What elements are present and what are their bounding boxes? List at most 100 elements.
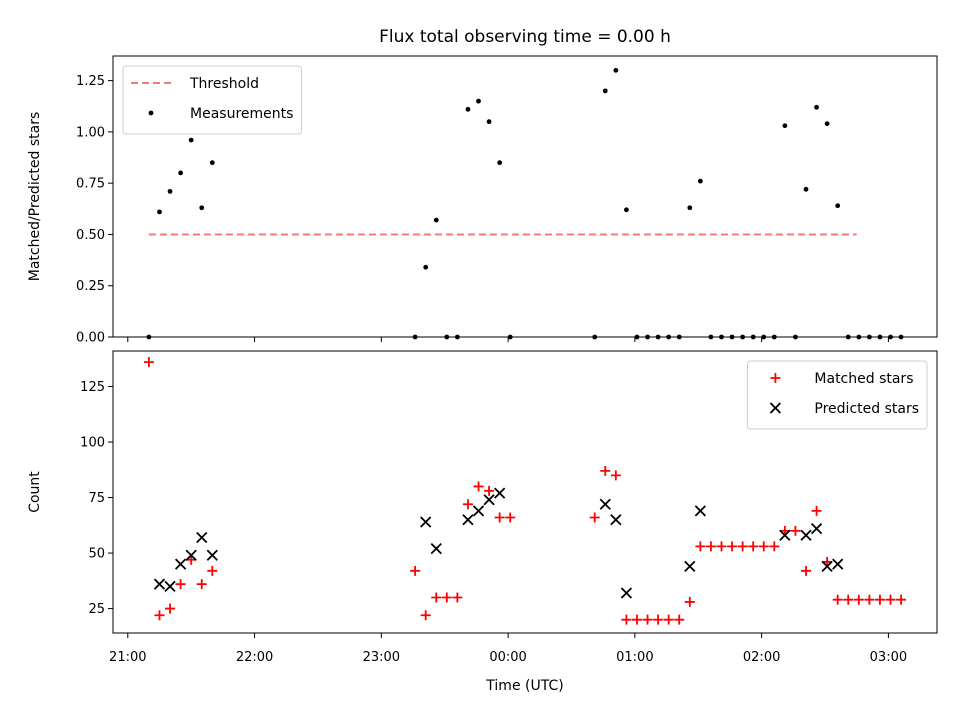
x-tick-label: 23:00 [363,650,400,665]
x-tick-label: 00:00 [489,650,526,665]
matched-stars-point [663,614,674,625]
matched-stars-point [885,594,896,605]
matched-stars-point [790,525,801,536]
measurement-point [687,205,693,211]
y-tick-label: 0.00 [76,331,105,346]
matched-stars-point [600,465,611,476]
measurement-point [454,334,460,340]
matched-stars-point [610,470,621,481]
legend: Threshold Measurements [122,65,302,135]
predicted-stars-point [832,558,844,570]
measurement-point [676,334,682,340]
measurement-point [856,334,862,340]
measurement-point [740,334,746,340]
predicted-stars-point [610,514,622,526]
legend-label: Measurements [190,106,293,122]
axes-frame [112,55,938,338]
y-tick-label: 125 [80,380,105,395]
y-tick-label: 0.25 [76,279,105,294]
measurement-point [613,67,619,73]
matched-stars-point [770,373,781,383]
matched-stars-point [494,512,505,523]
matched-stars-point [143,357,154,368]
y-axis-label: Matched/Predicted stars [27,112,43,282]
predicted-stars-point [164,580,176,593]
matched-stars-point [175,579,186,590]
measurement-point [199,205,205,211]
top-panel: 0.00 0.25 0.50 0.75 1.00 1.25 Matched/Predicte… [27,55,938,346]
matched-stars-point [462,499,473,510]
matched-stars-point [207,565,218,576]
predicted-stars-point [800,529,812,541]
measurement-point [157,209,162,215]
measurement-point [146,334,152,340]
matched-stars-point [684,596,695,607]
predicted-stars-point [779,529,791,541]
measurement-point [888,334,893,340]
predicted-stars-point [174,558,187,570]
matched-stars-point [769,541,780,552]
predicted-stars-point [153,578,166,590]
matched-stars-point [727,541,738,552]
matched-stars-point [832,594,843,605]
matched-stars-point [505,512,516,523]
measurement-point [866,334,872,340]
predicted-stars-point [494,487,506,499]
predicted-stars-point [810,523,823,535]
legend-label: Predicted stars [814,401,919,417]
measurement-point [209,160,215,166]
predicted-stars-point [483,494,495,506]
matched-stars-point [441,592,452,603]
measurement-point [708,334,714,340]
x-tick-label: 22:00 [236,650,273,665]
predicted-stars-point [472,505,485,517]
measurement-point [167,188,173,194]
matched-stars-point [642,614,653,625]
series-measurements [146,67,904,340]
predicted-stars-point [694,505,707,517]
measurement-point [433,217,439,223]
matched-stars-point [737,541,748,552]
predicted-stars-point [430,542,442,555]
measurement-point [750,334,756,340]
matched-stars-point [748,541,759,552]
y-tick-label: 1.25 [76,74,105,89]
measurement-point [507,334,513,340]
legend-box [746,360,928,430]
y-tick-label: 0.50 [76,228,105,243]
predicted-stars-point [196,531,208,544]
y-tick-label: 25 [88,602,105,617]
matched-stars-point [484,485,495,496]
matched-stars-point [716,541,727,552]
x-tick-label: 21:00 [109,650,146,665]
legend: Matched stars Predicted stars [746,360,928,430]
x-tick-label: 02:00 [743,650,780,665]
y-tick-label: 50 [88,547,105,562]
measurement-point [486,119,492,125]
predicted-stars-point [684,560,696,573]
matched-stars-point [196,579,207,590]
series-predicted-stars [153,487,844,599]
measurement-point [624,207,629,213]
measurement-point [898,334,904,340]
y-axis-label: Count [27,471,43,513]
measurement-point [148,110,154,116]
matched-stars-point [758,541,769,552]
measurement-point [188,137,194,143]
measurement-point [423,264,429,270]
y-tick-label: 1.00 [76,125,105,140]
matched-stars-point [473,481,484,492]
matched-stars-point [811,505,822,516]
predicted-stars-point [821,560,833,573]
measurement-point [782,123,788,129]
measurement-point [729,334,735,340]
predicted-stars-point [599,498,611,510]
matched-stars-point [801,565,812,576]
measurement-point [761,334,767,340]
y-tick-label: 75 [88,491,105,506]
measurement-point [814,104,819,110]
axes-frame [112,350,938,634]
matched-stars-point [452,592,463,603]
measurement-point [835,203,841,209]
x-tick-label: 01:00 [616,650,653,665]
